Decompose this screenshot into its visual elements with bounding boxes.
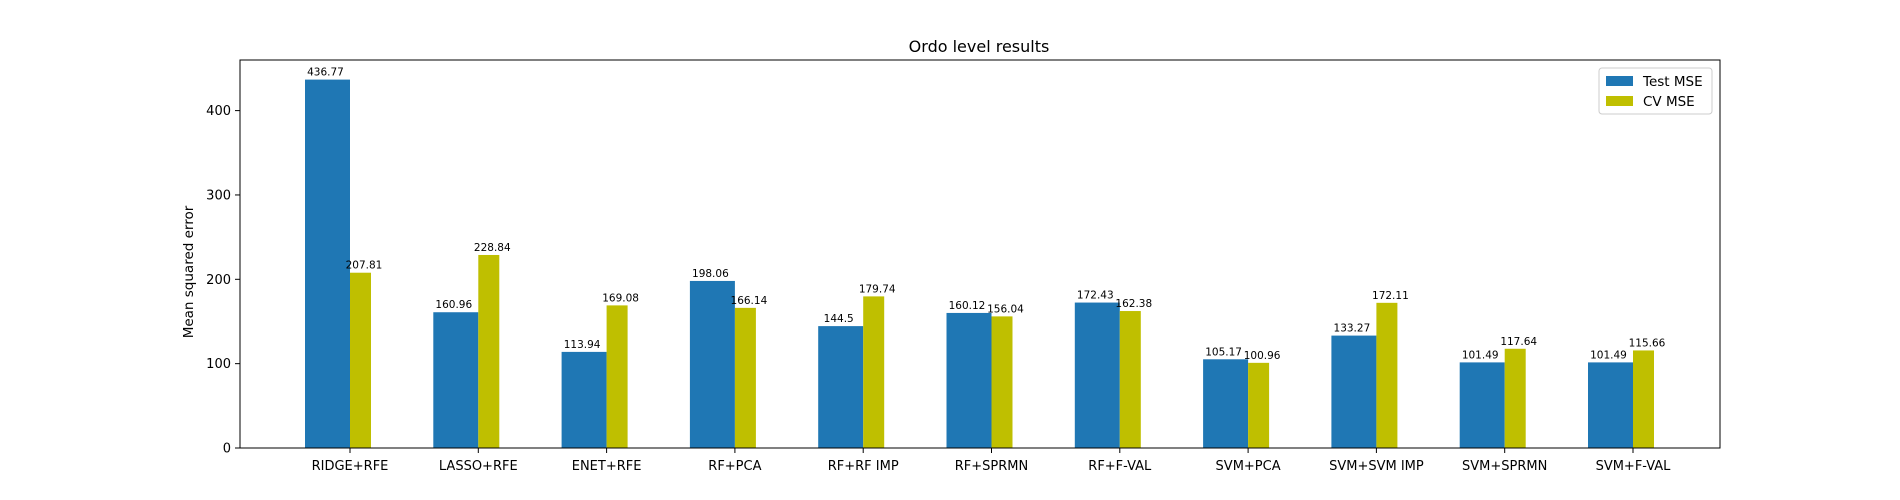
bar-test-mse: [818, 326, 864, 448]
y-tick-label: 300: [206, 188, 231, 203]
plot-frame: [239, 59, 1721, 449]
x-tick-label: SVM+PCA: [1216, 459, 1281, 474]
legend-label-test-mse: Test MSE: [1642, 74, 1703, 90]
bar-test-mse: [946, 312, 992, 448]
data-label-test-mse: 105.17: [1205, 346, 1242, 358]
data-label-test-mse: 101.49: [1462, 349, 1499, 361]
data-label-cv-mse: 207.81: [346, 260, 383, 272]
data-label-cv-mse: 156.04: [987, 303, 1024, 315]
y-axis-label: Mean squared error: [181, 205, 197, 338]
bar-cv-mse: [478, 254, 500, 448]
y-tick-label: 400: [206, 104, 231, 119]
data-label-test-mse: 113.94: [564, 339, 601, 351]
data-label-test-mse: 160.96: [435, 299, 472, 311]
bar-test-mse: [561, 351, 607, 448]
data-label-test-mse: 101.49: [1590, 349, 1627, 361]
data-label-test-mse: 133.27: [1334, 323, 1371, 335]
bar-cv-mse: [606, 305, 628, 448]
data-label-cv-mse: 166.14: [731, 295, 768, 307]
y-tick-label: 100: [206, 357, 231, 372]
x-tick-label: SVM+F-VAL: [1596, 459, 1672, 474]
bar-cv-mse: [1376, 302, 1398, 448]
bar-cv-mse: [991, 316, 1013, 448]
x-tick-label: ENET+RFE: [572, 459, 642, 474]
bar-test-mse: [1459, 362, 1505, 448]
bars-group: [305, 79, 1654, 449]
data-label-test-mse: 160.12: [949, 300, 986, 312]
legend: Test MSE CV MSE: [1598, 67, 1713, 115]
data-label-cv-mse: 169.08: [602, 292, 639, 304]
data-labels-group: 436.77 207.81 160.96 228.84 113.94 169.08 198.…: [307, 67, 1666, 362]
bar-cv-mse: [1119, 311, 1141, 448]
data-label-cv-mse: 100.96: [1244, 350, 1281, 362]
bar-test-mse: [1331, 335, 1377, 448]
x-tick-label: SVM+SPRMN: [1462, 459, 1547, 474]
bar-test-mse: [689, 280, 735, 448]
x-tick-label: LASSO+RFE: [439, 459, 518, 474]
data-label-cv-mse: 162.38: [1115, 298, 1152, 310]
legend-label-cv-mse: CV MSE: [1643, 94, 1695, 110]
x-tick-label: RIDGE+RFE: [312, 459, 389, 474]
x-tick-label: RF+RF IMP: [828, 459, 899, 474]
legend-swatch-test-mse: [1606, 76, 1633, 86]
bar-cv-mse: [1633, 350, 1654, 448]
data-label-test-mse: 172.43: [1077, 290, 1114, 302]
bar-cv-mse: [1504, 348, 1526, 448]
bar-cv-mse: [863, 296, 885, 448]
x-tick-label: RF+F-VAL: [1088, 459, 1152, 474]
data-label-test-mse: 436.77: [307, 67, 344, 79]
y-axis: 0 100 200 300 400: [206, 104, 240, 457]
bar-cv-mse: [734, 307, 756, 448]
data-label-cv-mse: 179.74: [859, 283, 896, 295]
bar-cv-mse: [1248, 362, 1270, 448]
data-label-cv-mse: 228.84: [474, 242, 511, 254]
chart-title: Ordo level results: [909, 37, 1050, 56]
data-label-cv-mse: 117.64: [1500, 336, 1537, 348]
data-label-test-mse: 198.06: [692, 268, 729, 280]
x-tick-label: SVM+SVM IMP: [1329, 459, 1424, 474]
data-label-cv-mse: 172.11: [1372, 290, 1409, 302]
x-axis: RIDGE+RFE LASSO+RFE ENET+RFE RF+PCA RF+RF IM…: [312, 448, 1672, 474]
bar-test-mse: [1074, 302, 1120, 448]
legend-swatch-cv-mse: [1606, 96, 1633, 106]
bar-test-mse: [433, 312, 479, 448]
bar-test-mse: [1203, 359, 1249, 448]
bar-test-mse: [1588, 362, 1633, 448]
data-label-test-mse: 144.5: [824, 313, 854, 325]
x-tick-label: RF+SPRMN: [955, 459, 1028, 474]
y-tick-label: 200: [206, 273, 231, 288]
x-tick-label: RF+PCA: [708, 459, 761, 474]
y-tick-label: 0: [223, 442, 231, 457]
data-label-cv-mse: 115.66: [1629, 337, 1666, 349]
bar-test-mse: [305, 79, 350, 449]
bar-cv-mse: [350, 272, 371, 448]
